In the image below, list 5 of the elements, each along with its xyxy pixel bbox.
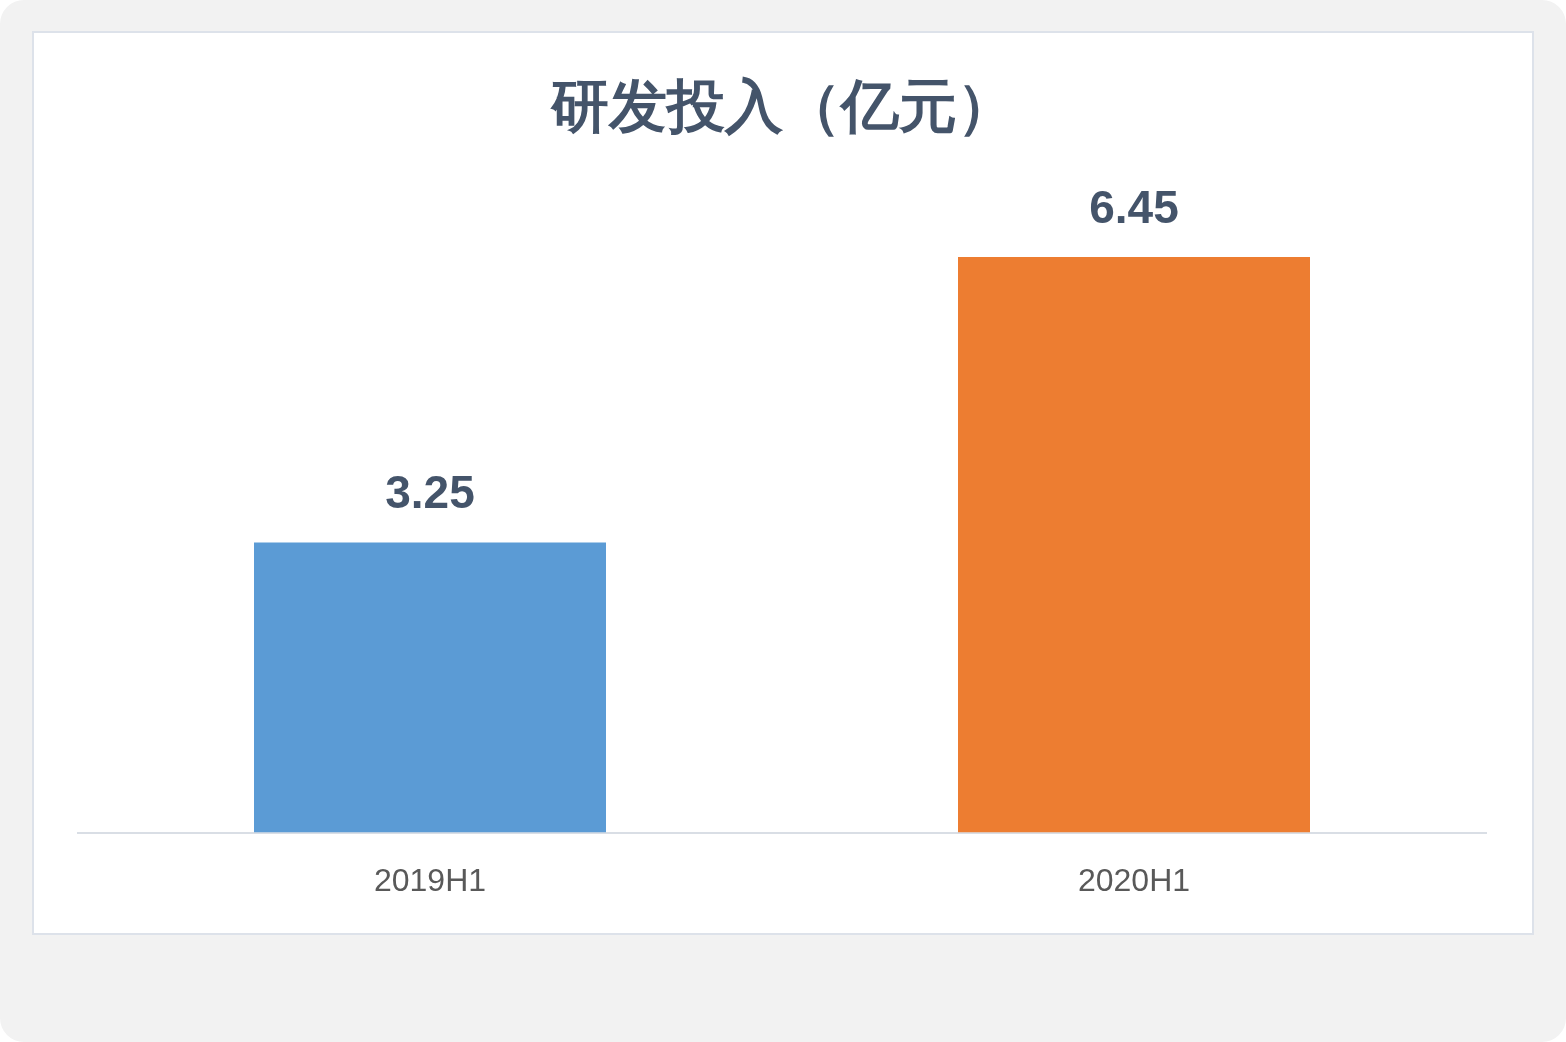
- x-tick-label: 2020H1: [1077, 861, 1191, 898]
- chart-title: 研发投入（亿元）: [549, 72, 1016, 140]
- data-label: 6.45: [1089, 180, 1179, 233]
- data-label: 3.25: [385, 466, 475, 519]
- x-tick-label: 2019H1: [373, 861, 487, 898]
